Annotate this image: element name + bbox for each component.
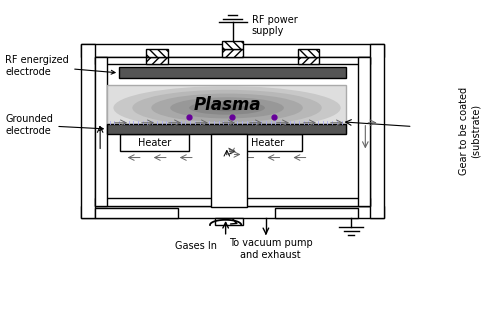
Ellipse shape — [113, 86, 341, 129]
Text: Grounded
electrode: Grounded electrode — [5, 114, 103, 136]
Ellipse shape — [151, 94, 303, 122]
Bar — [147, 56, 168, 64]
Text: Gear to be coated
(substrate): Gear to be coated (substrate) — [459, 87, 480, 175]
Bar — [212, 134, 247, 207]
Text: RF power
supply: RF power supply — [252, 15, 297, 36]
Bar — [107, 85, 347, 133]
Bar — [147, 49, 168, 56]
Bar — [222, 41, 243, 49]
Bar — [81, 44, 95, 218]
Bar — [275, 207, 358, 218]
Bar — [370, 44, 384, 218]
Bar — [215, 218, 243, 225]
Ellipse shape — [170, 97, 284, 119]
Text: RF energized
electrode: RF energized electrode — [5, 55, 115, 77]
Bar — [298, 56, 319, 64]
Bar — [120, 134, 188, 151]
Bar — [81, 206, 384, 218]
Ellipse shape — [189, 101, 265, 115]
Bar — [222, 49, 243, 56]
Text: Heater: Heater — [138, 138, 171, 148]
Bar — [95, 198, 370, 206]
Bar — [107, 124, 347, 134]
Ellipse shape — [208, 105, 246, 111]
Ellipse shape — [133, 90, 322, 126]
Bar — [95, 207, 178, 218]
Bar — [95, 56, 107, 206]
Bar — [358, 56, 370, 206]
Bar — [119, 67, 347, 78]
Text: Gases In: Gases In — [175, 241, 217, 251]
Text: To vacuum pump
and exhaust: To vacuum pump and exhaust — [229, 238, 312, 260]
Bar — [95, 56, 370, 64]
Text: Heater: Heater — [252, 138, 285, 148]
Bar — [298, 49, 319, 56]
Text: Plasma: Plasma — [193, 96, 261, 114]
Bar — [234, 134, 302, 151]
Bar — [81, 44, 384, 56]
